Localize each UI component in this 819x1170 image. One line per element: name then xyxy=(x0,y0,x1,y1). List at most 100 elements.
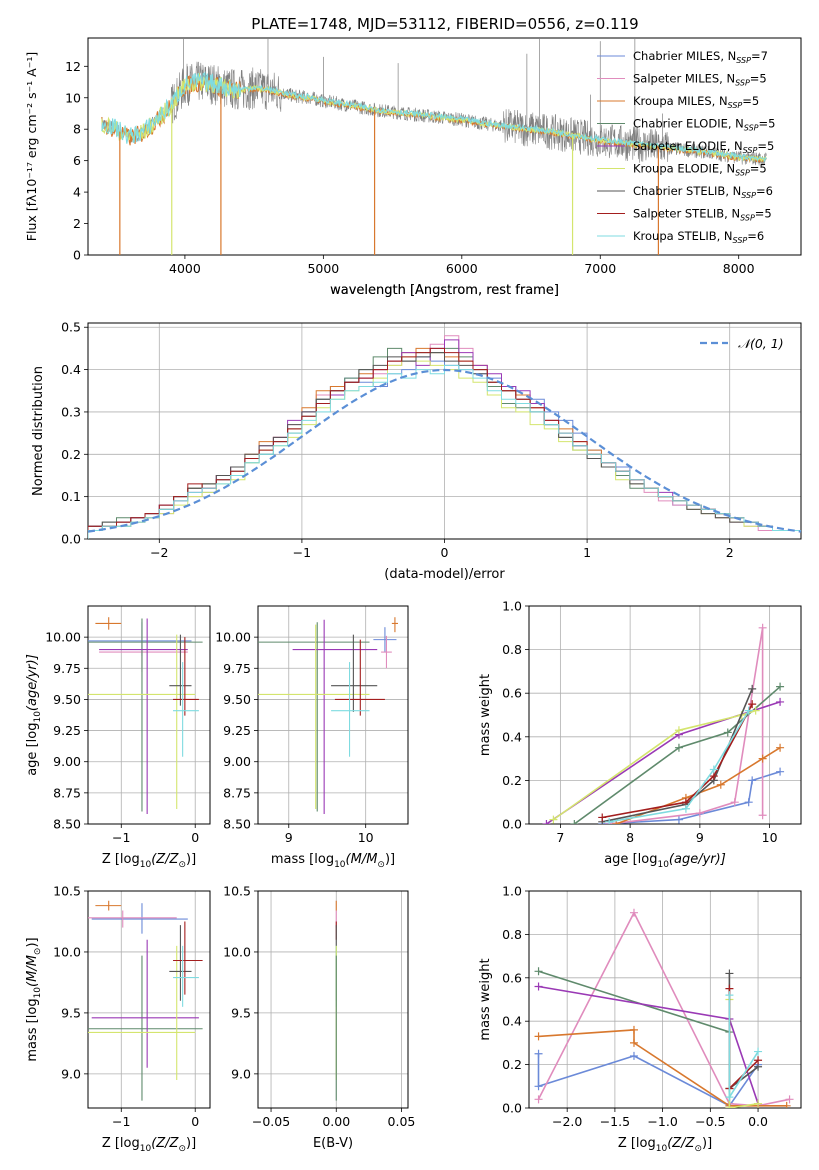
y-tick-label: 8.75 xyxy=(53,785,81,800)
y-axis-label: age [log10(age/yr)] xyxy=(25,654,43,776)
gaussian-curve xyxy=(87,368,802,533)
y-tick-label: 6 xyxy=(73,153,81,168)
y-tick-label: 0.8 xyxy=(502,642,522,657)
y-tick-label: 9.25 xyxy=(53,723,81,738)
y-tick-label: 0.3 xyxy=(61,404,81,419)
y-tick-label: 8.50 xyxy=(223,817,251,832)
y-tick-label: 0.0 xyxy=(502,1101,522,1116)
legend-label: Salpeter MILES, N xyxy=(633,72,735,86)
y-axis-label-main: mass weight xyxy=(478,958,493,1040)
weight-marker xyxy=(782,1101,791,1108)
x-axis-label-tail: (age/yr)] xyxy=(669,852,726,867)
errorbar-point-salpeter_miles xyxy=(88,910,177,928)
x-tick-label: 2 xyxy=(726,545,734,560)
legend-entry: Chabrier ELODIE, NSSP=5 xyxy=(633,117,775,133)
weight-marker xyxy=(758,811,767,820)
y-tick-label: 0 xyxy=(73,248,81,263)
y-tick-label: 9.5 xyxy=(231,1005,251,1020)
weight-marker xyxy=(674,815,683,824)
errorbar-point-kroupa_miles xyxy=(95,617,122,630)
x-tick-label: −2.0 xyxy=(552,1114,582,1129)
legend-entry: Chabrier MILES, NSSP=7 xyxy=(633,49,768,65)
x-axis-label-sub: 10 xyxy=(657,860,669,870)
y-axis-label-sub: 10 xyxy=(33,987,43,999)
weight-marker xyxy=(754,1056,763,1065)
x-tick-label: 5000 xyxy=(307,261,339,276)
weight-marker xyxy=(744,706,753,715)
legend-n: =6 xyxy=(756,184,773,198)
x-axis-label-odot: ⊙ xyxy=(694,1144,702,1154)
x-axis-label-tail: (M/M xyxy=(346,852,378,867)
y-axis-label-end: )] xyxy=(25,937,40,947)
x-tick-label: 9 xyxy=(696,830,704,845)
errorbar-point-salpeter_miles xyxy=(381,635,392,669)
y-tick-label: 8.50 xyxy=(53,817,81,832)
y-tick-label: 2 xyxy=(73,216,81,231)
errorbar-point-salpeter_stelib xyxy=(173,921,203,995)
legend-n: =5 xyxy=(750,72,767,86)
y-tick-label: 0.2 xyxy=(61,447,81,462)
legend-entry: Kroupa STELIB, NSSP=6 xyxy=(633,229,764,245)
weight-series-kroupa_stelib xyxy=(605,706,753,824)
x-tick-label: 0 xyxy=(441,545,449,560)
weight-marker xyxy=(598,813,607,822)
y-axis-label-main: age [log xyxy=(25,723,40,776)
weight-marker xyxy=(748,684,757,693)
weight-series-chabrier_miles xyxy=(598,767,785,824)
x-tick-label: 8000 xyxy=(723,261,755,276)
plot-frame xyxy=(528,605,802,825)
legend-entry: Kroupa MILES, NSSP=5 xyxy=(633,94,759,110)
y-axis-label: mass [log10(M/M⊙)] xyxy=(25,937,43,1061)
x-tick-label: 9 xyxy=(285,830,293,845)
y-tick-label: 8 xyxy=(73,122,81,137)
y-axis-label-main: mass weight xyxy=(478,674,493,756)
legend-entry: Salpeter MILES, NSSP=5 xyxy=(633,72,767,88)
legend-n: =5 xyxy=(750,162,767,176)
plot-frame xyxy=(87,605,211,825)
errorbar-point-salpeter_stelib xyxy=(334,639,385,716)
x-axis-label-main: E(B-V) xyxy=(313,1136,353,1151)
y-axis-label-tail: (age/yr)] xyxy=(25,654,40,711)
errorbar-point-chabrier_elodie xyxy=(88,618,203,812)
x-tick-label: 0.05 xyxy=(388,1114,416,1129)
y-tick-label: 10.00 xyxy=(45,630,81,645)
weight-marker xyxy=(629,1038,638,1047)
x-axis-label: wavelength [Angstrom, rest frame] xyxy=(330,283,559,298)
y-tick-label: 9.0 xyxy=(61,1066,81,1081)
x-axis-label-sub: 10 xyxy=(334,860,346,870)
weight-marker xyxy=(751,706,760,715)
y-axis-label-tail: (M/M xyxy=(25,955,40,987)
x-axis-label-tail: (Z/Z xyxy=(151,1136,179,1151)
errorbar-point-chabrier_elodie xyxy=(88,955,203,1101)
x-tick-label: 0 xyxy=(191,830,199,845)
legend-entry: Salpeter ELODIE, NSSP=5 xyxy=(633,139,774,155)
weight-series-kroupa_stelib xyxy=(725,991,763,1102)
weight-line xyxy=(609,710,750,823)
legend-label: Chabrier MILES, N xyxy=(633,49,736,63)
legend-label: Salpeter ELODIE, N xyxy=(633,139,743,153)
y-tick-label: 0.0 xyxy=(61,532,81,547)
legend-sub: SSP xyxy=(744,124,759,133)
legend-label: Chabrier STELIB, N xyxy=(633,184,741,198)
y-tick-label: 10.0 xyxy=(53,944,81,959)
y-axis-label: Normed distribution xyxy=(31,366,46,496)
x-axis-label: Z [log10(Z/Z⊙)] xyxy=(102,1136,196,1154)
x-axis-label-main: Z [log xyxy=(102,852,140,867)
errorbar-point-chabrier_stelib xyxy=(169,925,192,1001)
x-tick-label: −0.5 xyxy=(695,1114,725,1129)
x-tick-label: 7000 xyxy=(584,261,616,276)
legend-sub: SSP xyxy=(740,214,755,223)
y-axis-label: mass weight xyxy=(478,674,493,756)
legend-sub: SSP xyxy=(728,101,743,110)
weight-marker xyxy=(681,804,690,813)
x-tick-label: 1 xyxy=(583,545,591,560)
legend-n: =5 xyxy=(755,207,772,221)
y-tick-label: 0.6 xyxy=(502,970,522,985)
y-tick-label: 9.25 xyxy=(223,723,251,738)
x-axis-label-sub: 10 xyxy=(140,860,152,870)
errorbar-point-kroupa_elodie xyxy=(88,634,196,810)
plot-frame xyxy=(87,322,802,540)
